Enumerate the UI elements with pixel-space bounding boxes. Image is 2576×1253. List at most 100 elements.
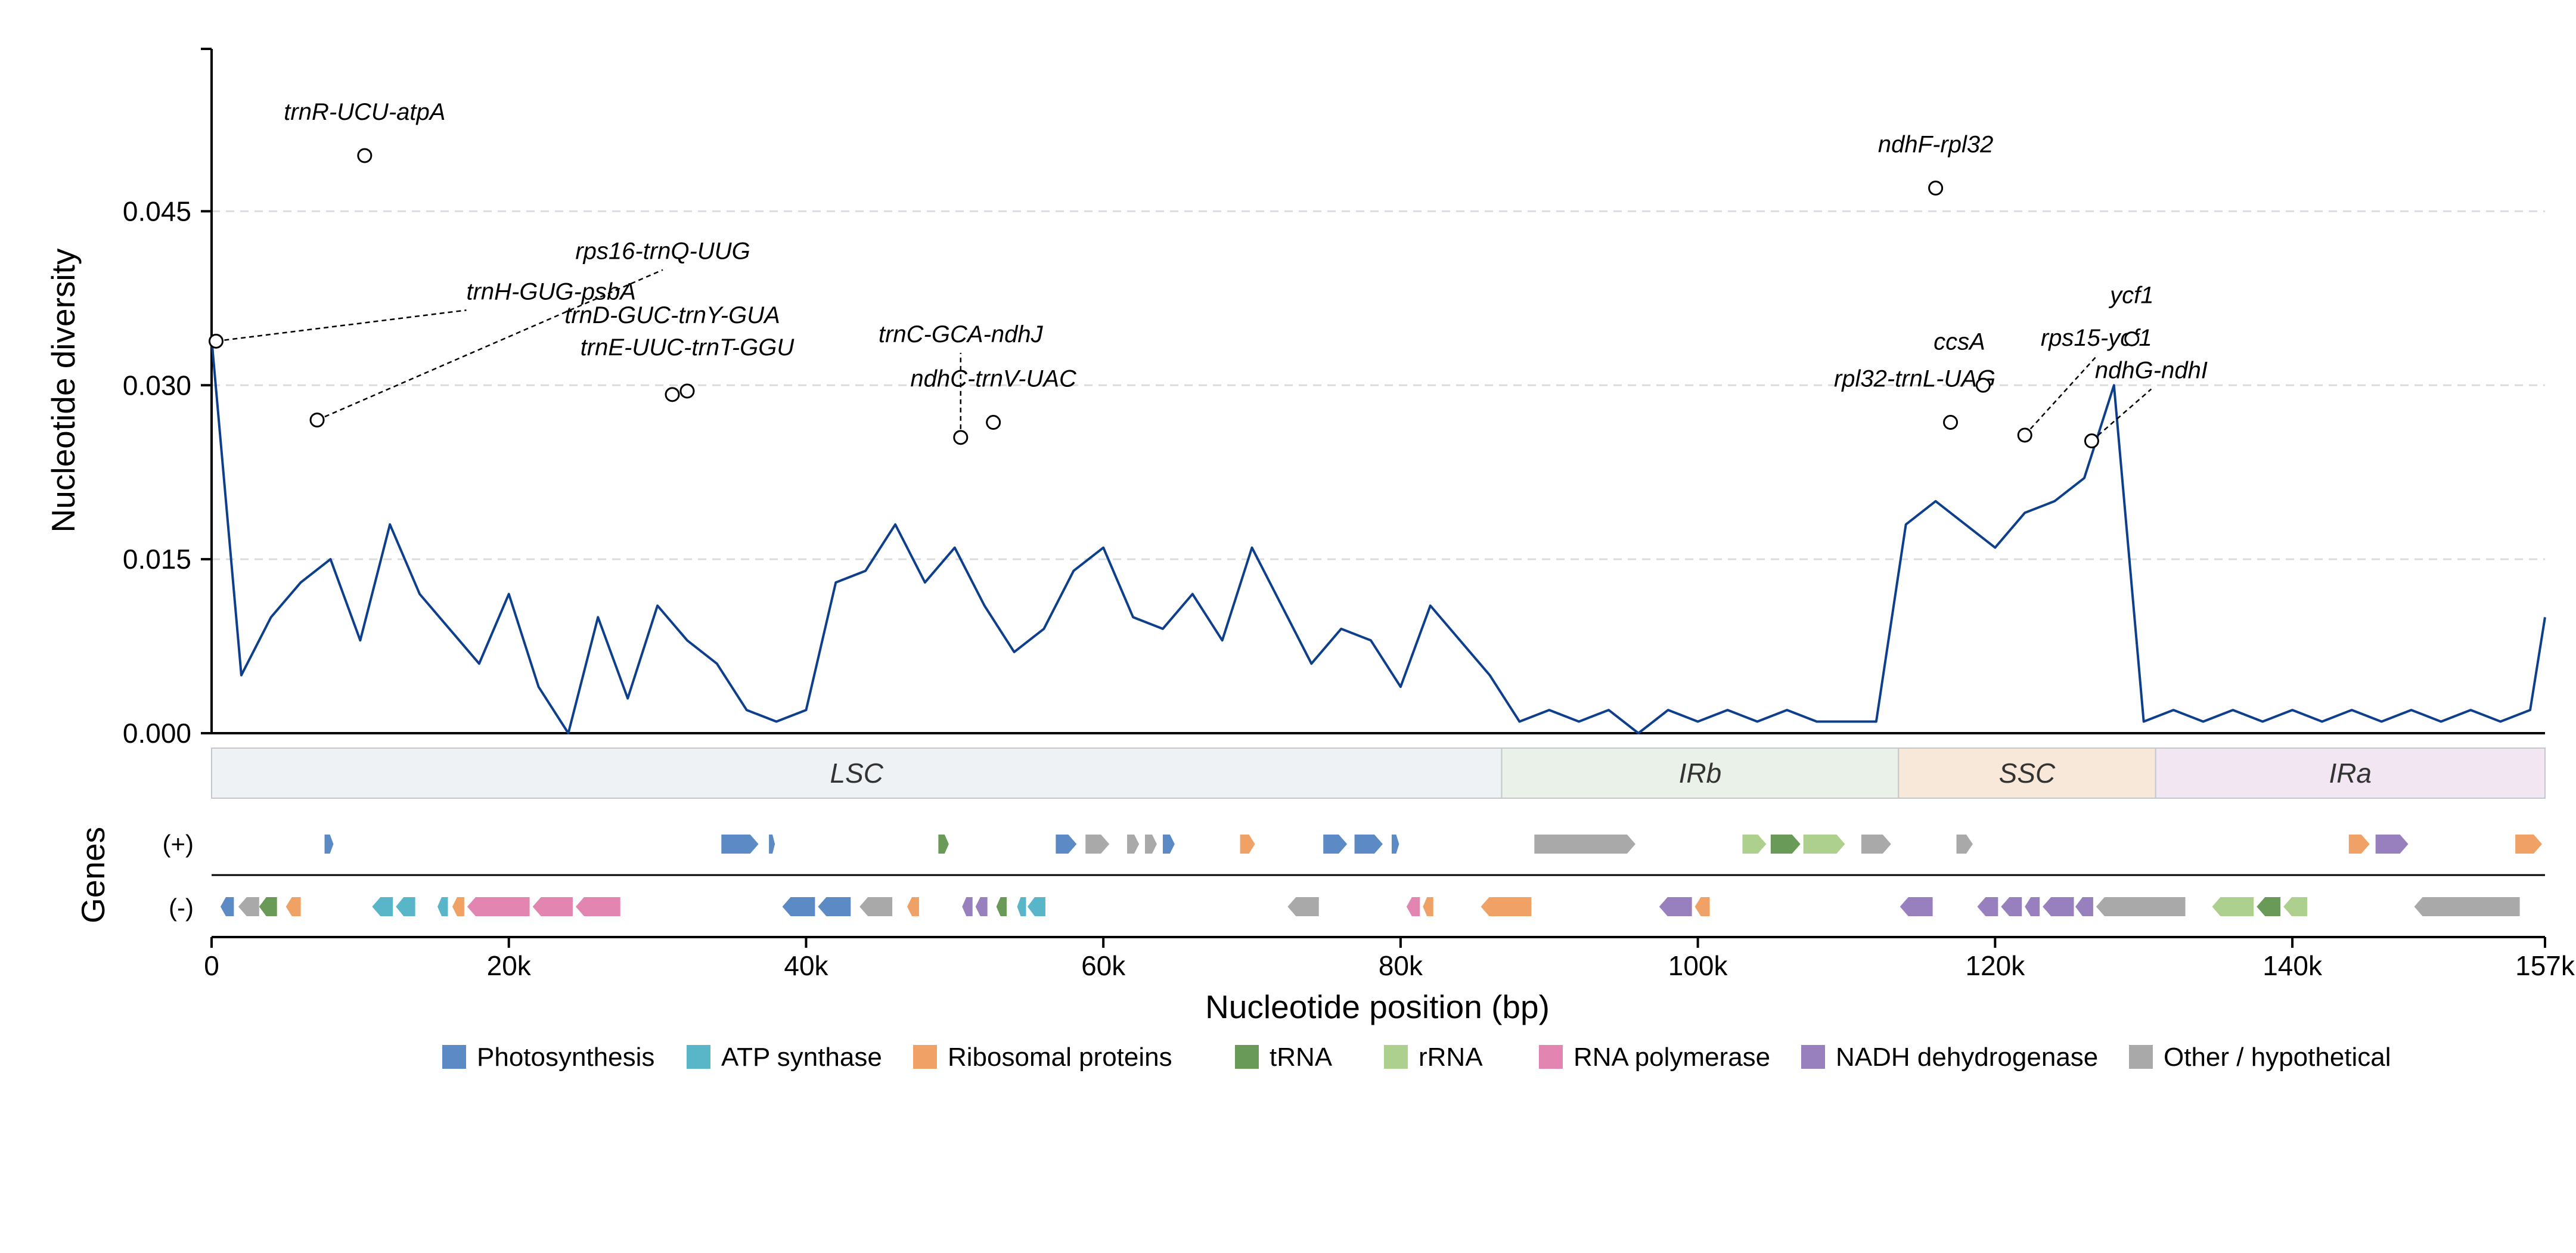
gene <box>1162 835 1175 854</box>
y-tick-label: 0.015 <box>123 544 191 575</box>
legend-swatch <box>2129 1045 2153 1069</box>
gene <box>2043 897 2074 916</box>
gene <box>396 897 415 916</box>
gene <box>259 897 277 916</box>
gene <box>1956 835 1973 854</box>
gene <box>1354 835 1383 854</box>
peak-marker <box>357 148 373 163</box>
y-tick-label: 0.000 <box>123 718 191 749</box>
peak-label: ndhC-trnV-UAC <box>910 366 1077 392</box>
peak-leader-line <box>316 269 663 421</box>
gene <box>1659 897 1692 916</box>
region-label: IRa <box>2329 758 2372 789</box>
gene <box>2001 897 2022 916</box>
legend-swatch <box>1539 1045 1563 1069</box>
x-tick-label: 100k <box>1668 950 1728 981</box>
gene <box>1534 835 1635 854</box>
peak-label: trnH-GUG-psbA <box>466 278 636 305</box>
legend-swatch <box>687 1045 710 1069</box>
gene <box>1028 897 1045 916</box>
peak-label: ycf1 <box>2108 282 2153 308</box>
gene <box>1145 835 1157 854</box>
legend: Photosynthesis ATP synthase Ribosomal prot… <box>442 1043 2391 1072</box>
gene <box>1391 835 1399 854</box>
legend-label: rRNA <box>1419 1043 1483 1072</box>
gene <box>1770 835 1801 854</box>
gene <box>1977 897 1998 916</box>
legend-swatch <box>442 1045 466 1069</box>
gene <box>1085 835 1110 854</box>
x-tick-label: 40k <box>784 950 828 981</box>
peak-marker <box>665 387 680 402</box>
gene <box>372 897 393 916</box>
region-bar: LSC IRb SSC IRa <box>211 748 2546 799</box>
legend-label: NADH dehydrogenase <box>1836 1043 2098 1072</box>
gene <box>1127 835 1140 854</box>
legend-label: Ribosomal proteins <box>948 1043 1172 1072</box>
gene <box>1240 835 1255 854</box>
gene <box>975 897 988 916</box>
gene <box>1423 897 1433 916</box>
peak-label: trnE-UUC-trnT-GGU <box>581 334 795 361</box>
legend-swatch <box>1801 1045 1825 1069</box>
peak-label: ndhF-rpl32 <box>1878 131 1993 157</box>
region-label: SSC <box>1999 758 2056 789</box>
genes-axis-title: Genes <box>75 827 111 923</box>
strand-minus-label: (-) <box>169 894 194 922</box>
peak-label: rps16-trnQ-UUG <box>575 238 750 265</box>
peak-label: rpl32-trnL-UAG <box>1834 366 1995 392</box>
peak-leader-line <box>216 309 467 342</box>
peak-label: ccsA <box>1933 328 1985 355</box>
gene-track <box>220 835 2543 916</box>
gene <box>2375 835 2409 854</box>
peak-marker <box>2017 427 2032 443</box>
peak-marker <box>2124 331 2140 346</box>
peak-annotations: trnH-GUG-psbA trnR-UCU-atpA rps16-trnQ-UUG… <box>208 99 2208 449</box>
x-tick-label: 0 <box>204 950 219 981</box>
gene <box>818 897 851 916</box>
gene <box>324 835 334 854</box>
gene <box>1803 835 1845 854</box>
x-tick-label: 120k <box>1965 950 2025 981</box>
gene <box>721 835 759 854</box>
gene <box>1323 835 1348 854</box>
gene <box>1406 897 1420 916</box>
gene <box>1742 835 1767 854</box>
peak-label: ndhG-ndhI <box>2095 358 2208 384</box>
gene <box>907 897 919 916</box>
axes: 0.000 0.015 0.030 0.045 0 20k 40k 60k 80k 100k 120… <box>123 48 2575 981</box>
legend-label: tRNA <box>1270 1043 1333 1072</box>
peak-marker <box>953 430 969 445</box>
peak-marker <box>986 415 1001 430</box>
region-ssc <box>1898 748 2156 799</box>
gene <box>2348 835 2370 854</box>
region-lsc <box>211 748 1503 799</box>
gene <box>2096 897 2186 916</box>
legend-swatch <box>913 1045 937 1069</box>
gene <box>285 897 301 916</box>
gene <box>1900 897 1933 916</box>
peak-leader-line <box>2091 388 2152 442</box>
x-tick-label: 80k <box>1379 950 1423 981</box>
gene <box>2025 897 2040 916</box>
gene <box>2075 897 2093 916</box>
peak-marker <box>309 413 325 428</box>
y-tick-label: 0.045 <box>123 196 191 227</box>
gene <box>938 835 949 854</box>
region-label: IRb <box>1679 758 1722 789</box>
gene <box>1017 897 1026 916</box>
peak-label: trnR-UCU-atpA <box>284 99 445 125</box>
peak-marker <box>1928 180 1944 196</box>
peak-marker <box>1943 415 1959 430</box>
legend-label: RNA polymerase <box>1573 1043 1770 1072</box>
gene <box>782 897 815 916</box>
gene <box>1056 835 1077 854</box>
gene <box>1481 897 1532 916</box>
y-tick-label: 0.030 <box>123 370 191 401</box>
gene <box>467 897 530 916</box>
gene <box>452 897 464 916</box>
legend-label: ATP synthase <box>721 1043 882 1072</box>
gene <box>220 897 234 916</box>
x-tick-label: 60k <box>1081 950 1126 981</box>
